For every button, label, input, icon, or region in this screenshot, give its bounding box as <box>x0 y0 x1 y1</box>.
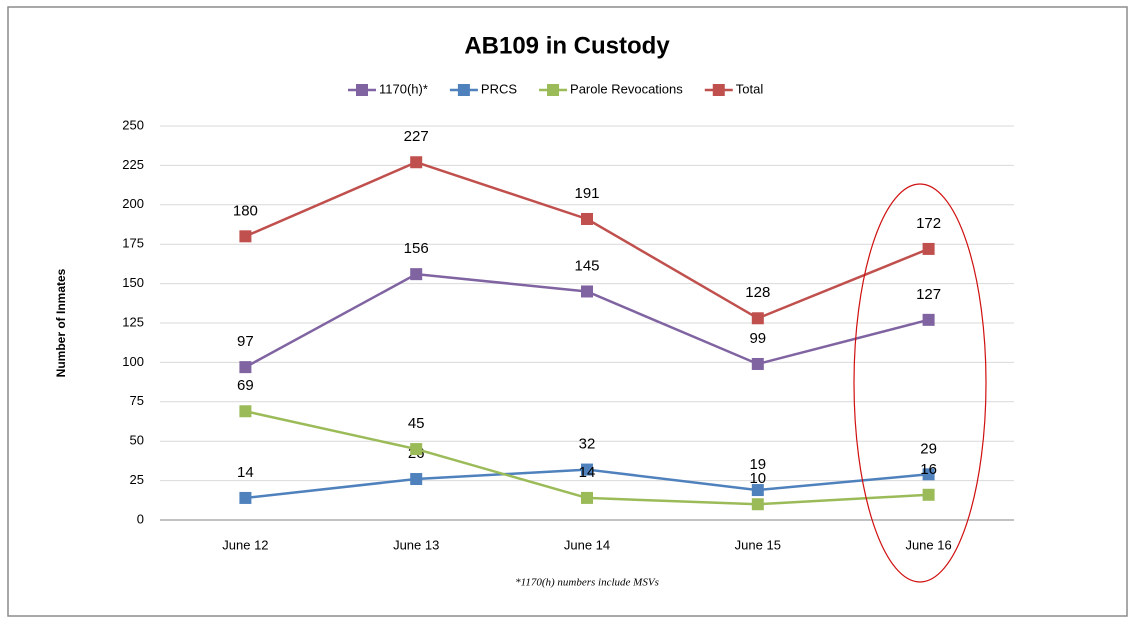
data-label: 16 <box>920 461 937 478</box>
point-marker <box>751 498 764 511</box>
point-marker <box>581 463 593 476</box>
legend-label: PRCS <box>481 81 517 96</box>
x-tick-label: June 13 <box>393 537 439 552</box>
data-label: 19 <box>749 456 766 473</box>
data-label: 127 <box>916 286 941 303</box>
point-marker <box>581 285 593 298</box>
data-label: 172 <box>916 215 941 232</box>
point-marker <box>239 361 252 374</box>
data-label: 10 <box>749 470 766 487</box>
data-label: 145 <box>574 257 599 274</box>
highlight-ellipse <box>853 183 987 583</box>
point-marker <box>239 230 252 243</box>
point-marker <box>239 491 252 504</box>
y-tick-label: 125 <box>122 314 144 329</box>
y-tick-label: 75 <box>130 393 144 408</box>
data-label: 99 <box>749 330 766 347</box>
plot: 9715614599127142632192969451410161802271… <box>233 128 941 511</box>
y-tick-label: 225 <box>122 157 144 172</box>
y-tick-label: 150 <box>122 275 144 290</box>
y-tick-label: 50 <box>130 433 144 448</box>
data-label: 227 <box>404 128 429 145</box>
y-tick-label: 25 <box>130 472 144 487</box>
data-label: 14 <box>579 464 596 481</box>
legend-marker <box>547 84 560 96</box>
point-marker <box>410 443 423 456</box>
x-tick-label: June 15 <box>735 537 781 552</box>
point-marker <box>410 156 423 169</box>
point-marker <box>922 468 935 481</box>
point-marker <box>922 242 935 255</box>
chart-title: AB109 in Custody <box>464 32 670 59</box>
y-tick-label: 0 <box>137 511 144 526</box>
data-label: 191 <box>574 185 599 202</box>
data-label: 45 <box>408 415 425 432</box>
data-label: 29 <box>920 440 937 457</box>
data-label: 32 <box>579 436 596 453</box>
legend-marker <box>457 84 470 96</box>
legend-label: Total <box>736 81 764 96</box>
point-marker <box>410 473 423 486</box>
point-marker <box>922 313 935 326</box>
y-tick-label: 100 <box>122 354 144 369</box>
data-label: 69 <box>237 377 254 394</box>
x-tick-label: June 12 <box>222 537 268 552</box>
point-marker <box>751 312 764 325</box>
data-label: 128 <box>745 284 770 301</box>
y-tick-label: 250 <box>122 117 144 132</box>
chart-frame <box>7 6 1128 617</box>
y-tick-label: 175 <box>122 236 144 251</box>
point-marker <box>581 212 593 225</box>
point-marker <box>922 488 935 501</box>
y-tick-label: 200 <box>122 196 144 211</box>
footnote: *1170(h) numbers include MSVs <box>515 577 659 589</box>
legend-marker <box>356 84 368 96</box>
x-tick-label: June 14 <box>564 537 610 552</box>
y-axis-title: Number of Inmates <box>54 268 68 377</box>
point-marker <box>581 491 593 504</box>
data-label: 180 <box>233 202 258 219</box>
point-marker <box>410 268 423 281</box>
x-tick-label: June 16 <box>905 537 951 552</box>
point-marker <box>239 405 252 418</box>
point-marker <box>751 484 764 497</box>
data-label: 14 <box>237 464 254 481</box>
data-label: 156 <box>404 240 429 257</box>
point-marker <box>751 357 764 370</box>
legend-label: Parole Revocations <box>570 81 683 96</box>
legend-marker <box>712 84 725 96</box>
data-label: 97 <box>237 333 254 350</box>
legend-label: 1170(h)* <box>379 81 428 96</box>
